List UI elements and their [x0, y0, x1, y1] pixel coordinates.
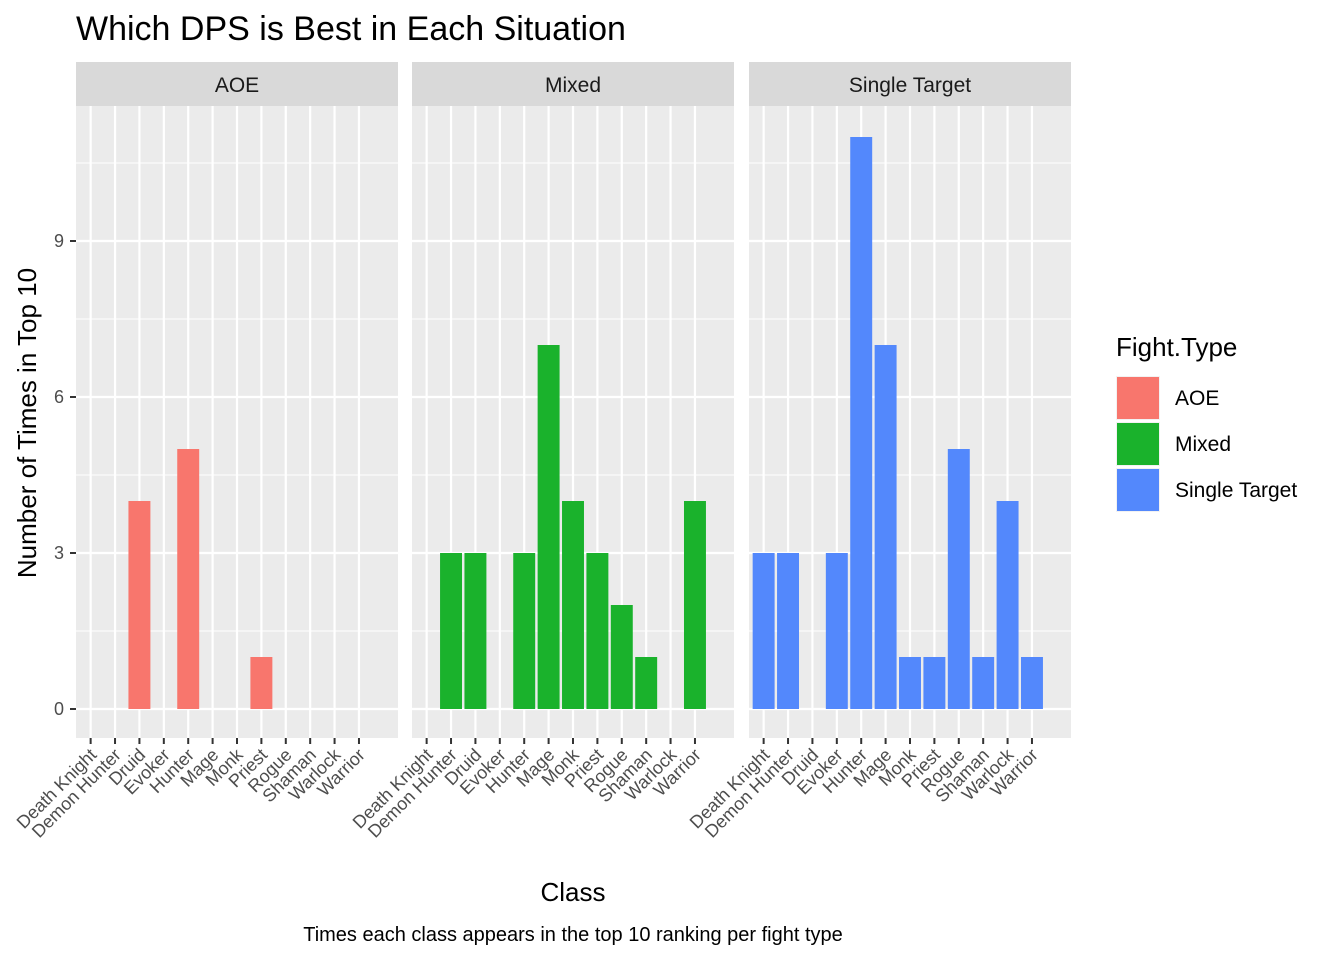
- bar: [752, 553, 775, 709]
- legend-swatch: [1117, 377, 1159, 419]
- facet-strip-label: AOE: [215, 74, 259, 97]
- bar: [440, 553, 463, 709]
- legend-label: AOE: [1175, 387, 1219, 410]
- bar: [850, 137, 873, 709]
- bar: [923, 657, 946, 709]
- y-axis-title: Number of Times in Top 10: [12, 268, 42, 578]
- y-axis: 0 3 6 9: [54, 231, 76, 719]
- legend-title: Fight.Type: [1116, 332, 1237, 362]
- bar: [874, 345, 897, 709]
- legend-swatch: [1117, 423, 1159, 465]
- bar: [947, 449, 970, 709]
- legend-label: Mixed: [1175, 433, 1231, 456]
- bar: [177, 449, 200, 709]
- facet-strip-label: Mixed: [545, 74, 601, 97]
- y-tick-label: 6: [54, 387, 64, 407]
- y-tick-label: 3: [54, 543, 64, 563]
- chart-title: Which DPS is Best in Each Situation: [76, 10, 626, 48]
- x-axis-title: Class: [540, 877, 605, 907]
- facet-strip: [412, 62, 734, 106]
- bar: [635, 657, 658, 709]
- legend: Fight.Type AOE Mixed Single Target: [1116, 332, 1297, 512]
- bar: [128, 501, 151, 709]
- facet-strip: [749, 62, 1071, 106]
- bar: [972, 657, 995, 709]
- bar: [513, 553, 536, 709]
- facet-strip-label: Single Target: [849, 74, 971, 97]
- bar: [1020, 657, 1043, 709]
- bar: [996, 501, 1019, 709]
- legend-label: Single Target: [1175, 479, 1297, 502]
- y-tick-label: 0: [54, 699, 64, 719]
- bar: [610, 605, 633, 709]
- bar: [562, 501, 584, 709]
- legend-swatch: [1117, 469, 1159, 511]
- bar: [586, 553, 609, 709]
- bar: [825, 553, 848, 709]
- facet-strip: [76, 62, 398, 106]
- bar: [464, 553, 487, 709]
- bar: [899, 657, 921, 709]
- y-tick-label: 9: [54, 231, 64, 251]
- bar: [250, 657, 273, 709]
- chart-caption: Times each class appears in the top 10 r…: [303, 924, 843, 946]
- bar: [537, 345, 560, 709]
- bar: [683, 501, 706, 709]
- bar: [777, 553, 800, 709]
